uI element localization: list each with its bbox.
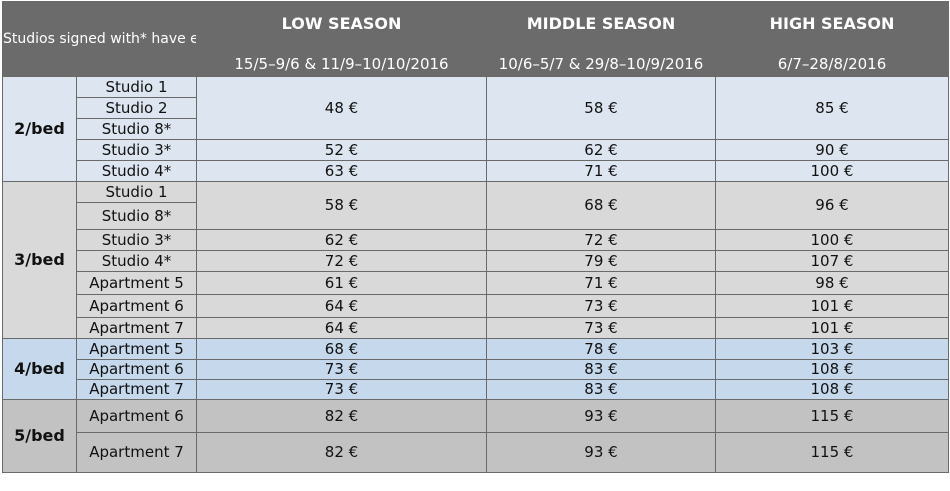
- high-price: 108 €: [715, 359, 949, 380]
- unit-name: Studio 3*: [76, 139, 197, 161]
- unit-name: Apartment 5: [76, 338, 197, 360]
- high-price: 85 €: [715, 76, 949, 140]
- group-3-bed: 3/bed Studio 1 Studio 8* 58 € 68 € 96 € …: [2, 181, 949, 339]
- low-price: 48 €: [196, 76, 487, 140]
- middle-price: 68 €: [486, 181, 716, 230]
- unit-name: Studio 4*: [76, 160, 197, 182]
- unit-name: Studio 4*: [76, 250, 197, 272]
- unit-name: Studio 2: [77, 98, 196, 119]
- table-row: Studio 4* 72 € 79 € 107 €: [3, 250, 949, 272]
- low-price: 82 €: [196, 399, 487, 433]
- table-row: Apartment 6 64 € 73 € 101 €: [3, 294, 949, 318]
- high-price: 101 €: [715, 317, 949, 339]
- bed-category-label: 2/bed: [2, 76, 77, 182]
- season-dates: 15/5–9/6 & 11/9–10/10/2016: [234, 54, 449, 73]
- low-price: 61 €: [196, 271, 487, 295]
- bed-category-label: 5/bed: [2, 399, 77, 473]
- table-row: Apartment 7 82 € 93 € 115 €: [3, 432, 949, 473]
- middle-price: 83 €: [486, 379, 716, 400]
- unit-cell: Studio 1 Studio 8*: [76, 181, 197, 230]
- low-price: 52 €: [196, 139, 487, 161]
- group-2-bed: 2/bed Studio 1 Studio 2 Studio 8* 48 € 5…: [2, 76, 949, 182]
- table-row: 2/bed Studio 1 Studio 2 Studio 8* 48 € 5…: [2, 76, 949, 182]
- unit-name: Apartment 6: [76, 359, 197, 380]
- season-name: LOW SEASON: [281, 13, 402, 33]
- low-season-header: LOW SEASON 15/5–9/6 & 11/9–10/10/2016: [196, 1, 487, 77]
- unit-name: Studio 1: [77, 78, 196, 98]
- high-price: 107 €: [715, 250, 949, 272]
- middle-price: 71 €: [486, 160, 716, 182]
- price-table: Studios signed with* have extra faciliti…: [2, 1, 949, 473]
- unit-name: Studio 3*: [76, 229, 197, 251]
- season-name: HIGH SEASON: [769, 13, 895, 33]
- table-row: Apartment 7 64 € 73 € 101 €: [3, 317, 949, 339]
- table-row: Apartment 6 73 € 83 € 108 €: [3, 359, 949, 380]
- low-price: 73 €: [196, 379, 487, 400]
- middle-season-header: MIDDLE SEASON 10/6–5/7 & 29/8–10/9/2016: [486, 1, 716, 77]
- middle-price: 93 €: [486, 432, 716, 473]
- high-price: 101 €: [715, 294, 949, 318]
- table-row: 3/bed Studio 1 Studio 8* 58 € 68 € 96 €: [2, 181, 949, 339]
- middle-price: 58 €: [486, 76, 716, 140]
- low-price: 73 €: [196, 359, 487, 380]
- unit-cell: Studio 1 Studio 2 Studio 8*: [76, 76, 197, 140]
- low-price: 58 €: [196, 181, 487, 230]
- unit-name: Apartment 6: [76, 294, 197, 318]
- middle-price: 73 €: [486, 294, 716, 318]
- table-row: 5/bed Apartment 6 82 € 93 € 115 €: [2, 399, 949, 473]
- high-season-header: HIGH SEASON 6/7–28/8/2016: [715, 1, 949, 77]
- unit-name: Apartment 7: [76, 317, 197, 339]
- high-price: 100 €: [715, 229, 949, 251]
- middle-price: 73 €: [486, 317, 716, 339]
- unit-name: Studio 8*: [101, 207, 172, 225]
- low-price: 64 €: [196, 294, 487, 318]
- low-price: 63 €: [196, 160, 487, 182]
- season-name: MIDDLE SEASON: [526, 13, 676, 33]
- table-row: Studio 4* 63 € 71 € 100 €: [3, 160, 949, 182]
- high-price: 108 €: [715, 379, 949, 400]
- table-row: Apartment 7 73 € 83 € 108 €: [3, 379, 949, 400]
- unit-name: Studio 1: [77, 183, 196, 203]
- unit-name: Studio 8*: [101, 120, 172, 138]
- unit-name: Apartment 6: [76, 399, 197, 433]
- table-row: 4/bed Apartment 5 68 € 78 € 103 €: [2, 338, 949, 400]
- middle-price: 93 €: [486, 399, 716, 433]
- low-price: 82 €: [196, 432, 487, 473]
- high-price: 90 €: [715, 139, 949, 161]
- high-price: 98 €: [715, 271, 949, 295]
- unit-name: Apartment 5: [76, 271, 197, 295]
- unit-name: Apartment 7: [76, 432, 197, 473]
- low-price: 64 €: [196, 317, 487, 339]
- high-price: 100 €: [715, 160, 949, 182]
- middle-price: 79 €: [486, 250, 716, 272]
- low-price: 62 €: [196, 229, 487, 251]
- bed-category-label: 4/bed: [2, 338, 77, 400]
- facilities-note: Studios signed with* have extra faciliti…: [2, 1, 197, 77]
- table-row: Studio 3* 52 € 62 € 90 €: [3, 139, 949, 161]
- header-row: Studios signed with* have extra faciliti…: [2, 1, 949, 77]
- high-price: 115 €: [715, 432, 949, 473]
- season-dates: 6/7–28/8/2016: [777, 54, 887, 73]
- middle-price: 71 €: [486, 271, 716, 295]
- table-row: Studio 3* 62 € 72 € 100 €: [3, 229, 949, 251]
- middle-price: 62 €: [486, 139, 716, 161]
- middle-price: 78 €: [486, 338, 716, 360]
- high-price: 115 €: [715, 399, 949, 433]
- group-5-bed: 5/bed Apartment 6 82 € 93 € 115 € Apartm…: [2, 399, 949, 473]
- high-price: 96 €: [715, 181, 949, 230]
- bed-category-label: 3/bed: [2, 181, 77, 339]
- low-price: 68 €: [196, 338, 487, 360]
- unit-name: Apartment 7: [76, 379, 197, 400]
- table-row: Apartment 5 61 € 71 € 98 €: [3, 271, 949, 295]
- group-4-bed: 4/bed Apartment 5 68 € 78 € 103 € Apartm…: [2, 338, 949, 400]
- middle-price: 72 €: [486, 229, 716, 251]
- middle-price: 83 €: [486, 359, 716, 380]
- low-price: 72 €: [196, 250, 487, 272]
- high-price: 103 €: [715, 338, 949, 360]
- season-dates: 10/6–5/7 & 29/8–10/9/2016: [498, 54, 704, 73]
